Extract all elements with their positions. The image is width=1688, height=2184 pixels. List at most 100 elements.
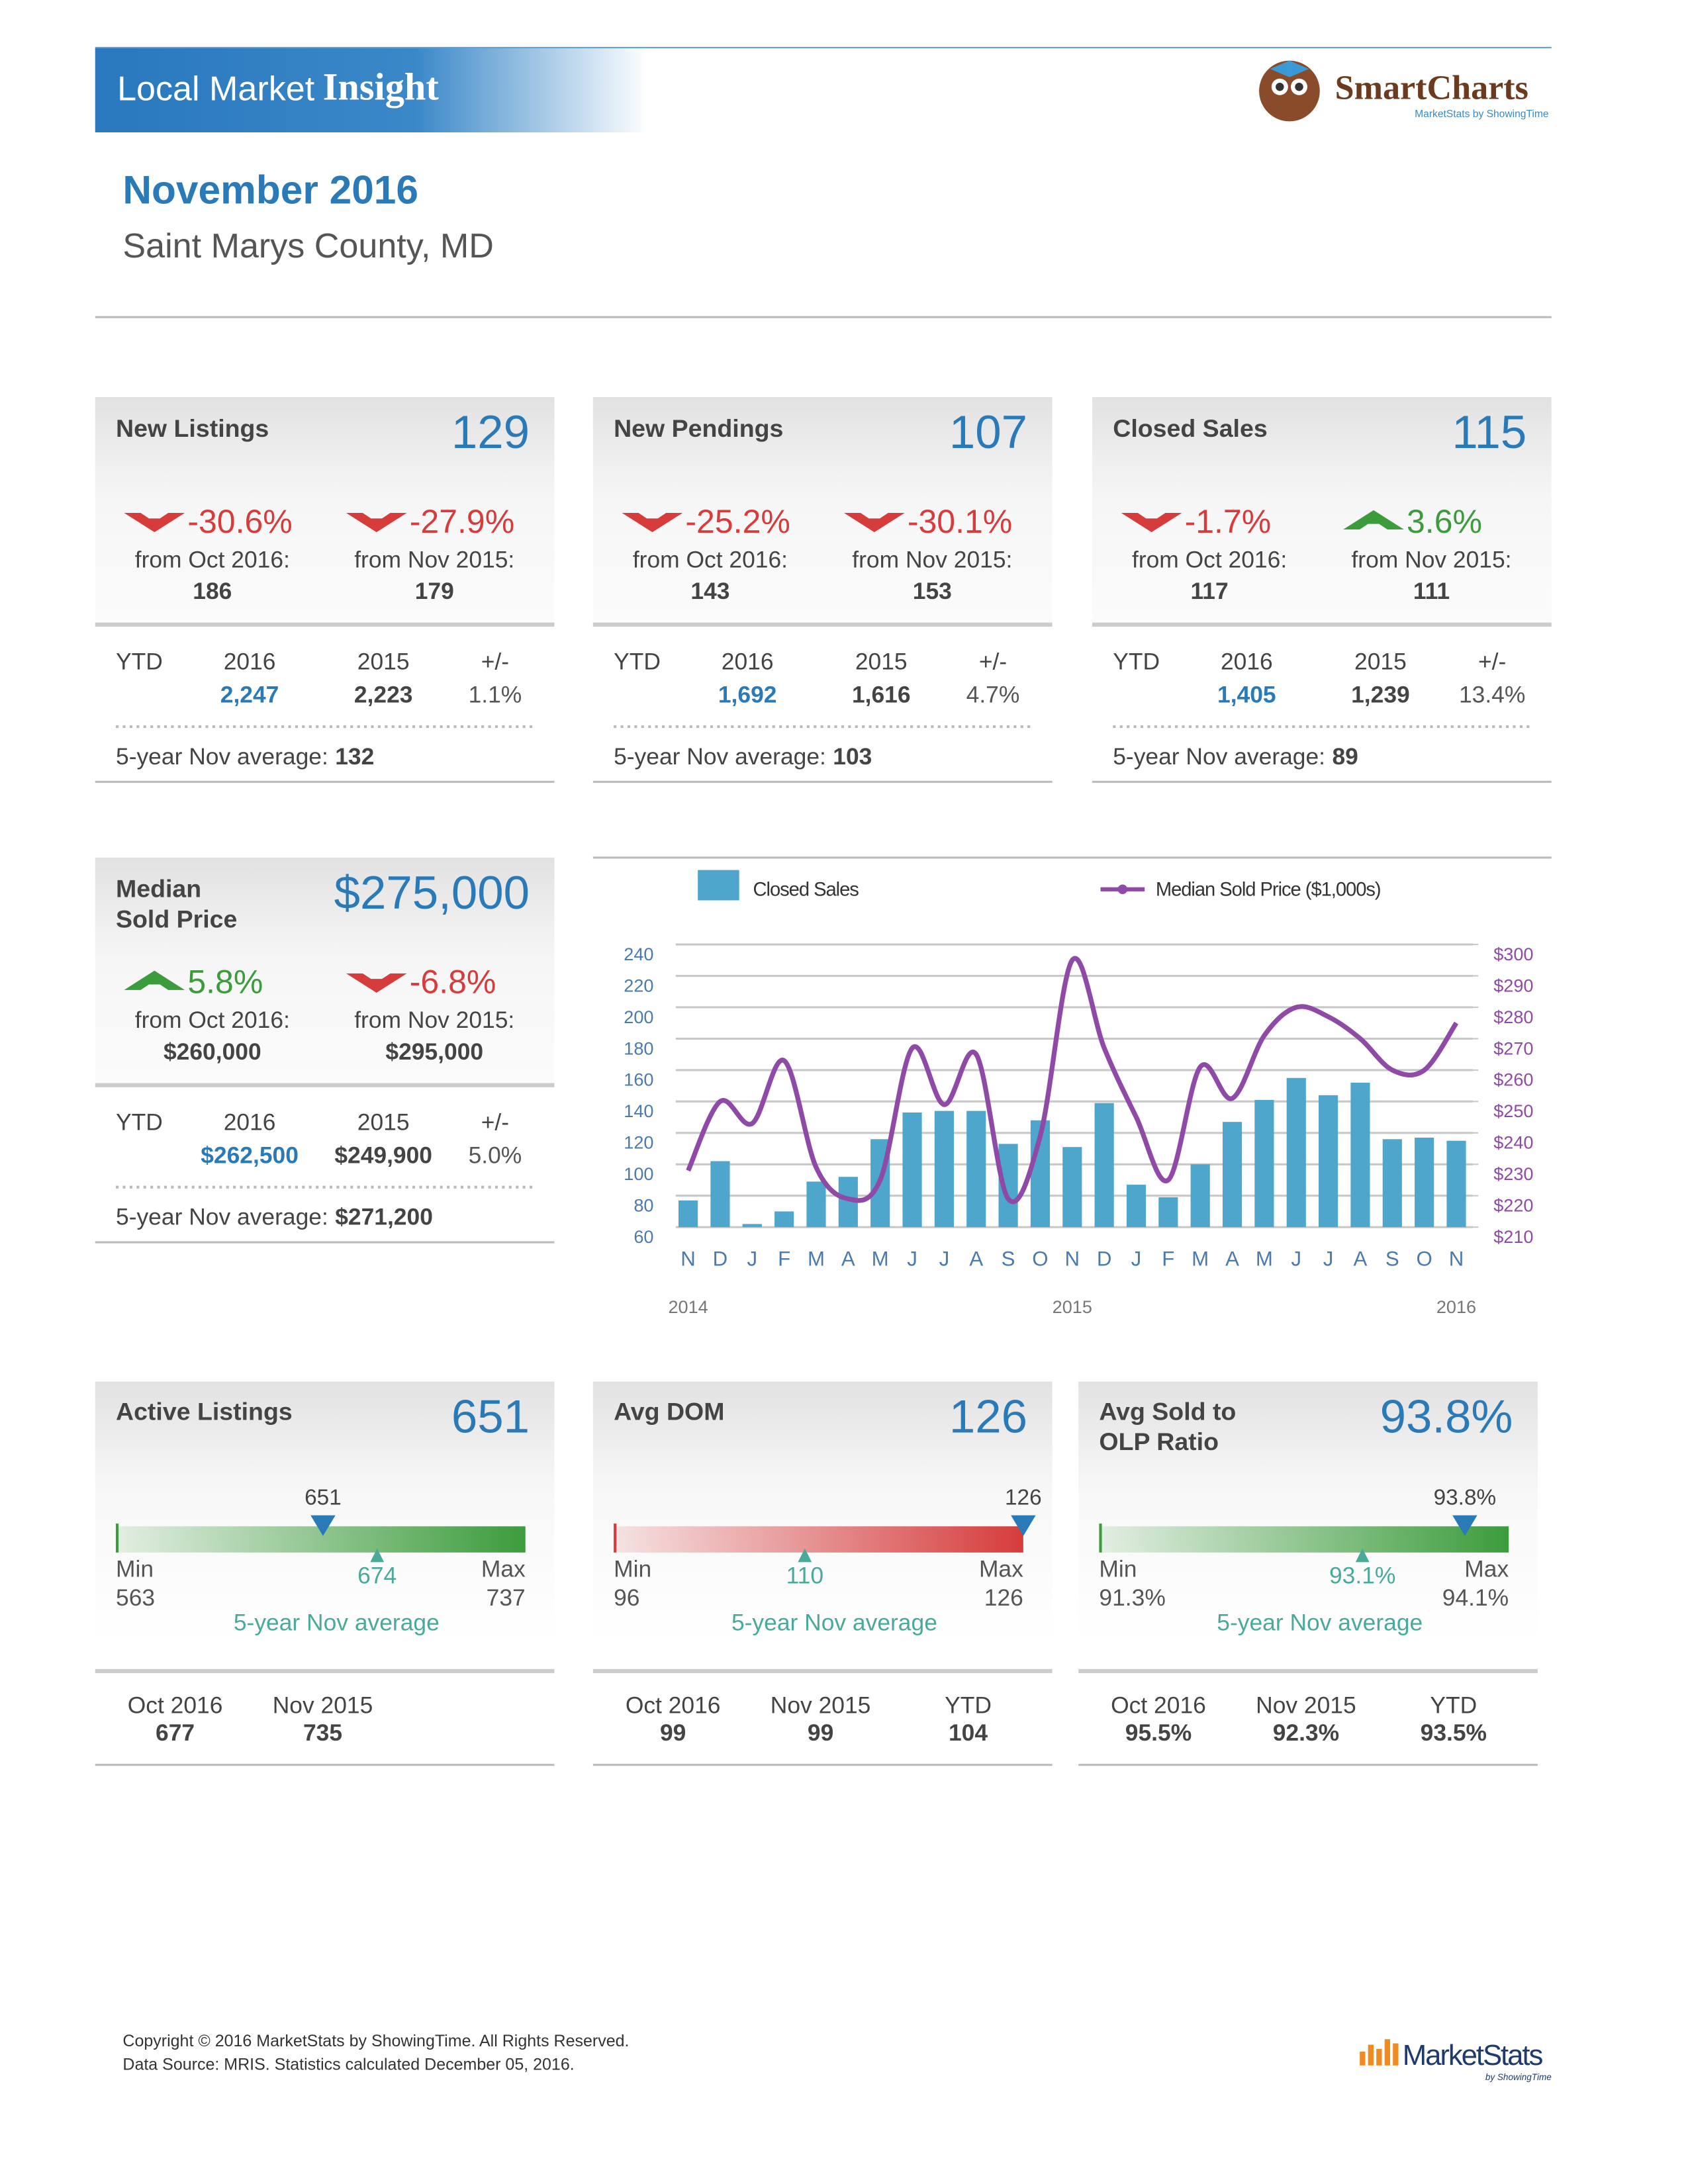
change-value: -1.7% bbox=[1185, 503, 1272, 540]
bar bbox=[1446, 1140, 1466, 1228]
card-header-bg bbox=[592, 397, 1053, 623]
card-title: OLP Ratio bbox=[1099, 1428, 1219, 1455]
comparison-value: 93.5% bbox=[1421, 1719, 1487, 1746]
average-caption: 5-year Nov average bbox=[234, 1610, 440, 1636]
min-value: 563 bbox=[116, 1584, 155, 1611]
logo-icon bbox=[1259, 60, 1320, 122]
x-tick-label: D bbox=[1097, 1247, 1112, 1270]
x-tick-label: J bbox=[747, 1247, 757, 1270]
x-tick-label: M bbox=[1256, 1247, 1273, 1270]
min-value: 96 bbox=[614, 1584, 639, 1611]
x-tick-label: M bbox=[1192, 1247, 1209, 1270]
current-marker bbox=[1011, 1515, 1036, 1536]
average-value: 89 bbox=[1332, 743, 1358, 770]
card-header-bg bbox=[1078, 1381, 1538, 1644]
ytd-value: 13.4% bbox=[1459, 681, 1525, 707]
card-header-bg bbox=[95, 857, 555, 1084]
max-label: Max bbox=[481, 1555, 526, 1582]
brand-bold: Insight bbox=[323, 66, 440, 109]
x-tick-label: F bbox=[778, 1247, 790, 1270]
change-value: 5.8% bbox=[187, 964, 263, 1001]
legend-label: Median Sold Price ($1,000s) bbox=[1156, 880, 1381, 901]
comparison-label: YTD bbox=[945, 1692, 992, 1719]
ytd-label: YTD bbox=[116, 648, 163, 674]
current-label: 651 bbox=[305, 1485, 342, 1510]
change-label: from Nov 2015: bbox=[1351, 546, 1511, 572]
bar bbox=[1319, 1095, 1338, 1228]
card-title: Median bbox=[116, 875, 201, 903]
card-header-bg bbox=[1092, 397, 1552, 623]
average-value: 674 bbox=[357, 1563, 397, 1589]
bar bbox=[1350, 1082, 1370, 1228]
x-tick-label: J bbox=[1323, 1247, 1334, 1270]
comparison-label: Oct 2016 bbox=[1111, 1692, 1206, 1719]
change-prior: 111 bbox=[1413, 578, 1450, 604]
bar bbox=[1254, 1099, 1274, 1228]
bar bbox=[1222, 1122, 1243, 1228]
average-marker bbox=[798, 1548, 812, 1563]
min-label: Min bbox=[1099, 1555, 1137, 1582]
card-title: New Pendings bbox=[614, 414, 783, 442]
year-label: 2016 bbox=[1436, 1297, 1476, 1317]
change-label: from Oct 2016: bbox=[135, 1007, 290, 1033]
trend-arrow bbox=[124, 970, 185, 990]
trend-arrow bbox=[622, 513, 683, 533]
y2-tick-label: $260 bbox=[1493, 1069, 1533, 1090]
bar bbox=[1126, 1185, 1147, 1228]
brand-title: Local Market Insight bbox=[117, 66, 439, 109]
x-tick-label: O bbox=[1032, 1247, 1048, 1270]
ytd-column: 2015 bbox=[855, 648, 908, 674]
average-value: 132 bbox=[335, 743, 374, 770]
x-tick-label: J bbox=[939, 1247, 950, 1270]
change-value: -30.1% bbox=[908, 503, 1012, 540]
trend-arrow bbox=[1121, 513, 1182, 533]
average-label: 5-year Nov average: bbox=[614, 743, 826, 770]
footer-line: Data Source: MRIS. Statistics calculated… bbox=[122, 2055, 574, 2073]
card-value: 126 bbox=[949, 1391, 1027, 1443]
change-prior: 186 bbox=[193, 578, 232, 604]
x-tick-label: A bbox=[969, 1247, 983, 1270]
x-tick-label: A bbox=[841, 1247, 855, 1270]
price-line bbox=[686, 956, 1459, 1205]
y-tick-label: 180 bbox=[624, 1038, 653, 1058]
ytd-column: 2016 bbox=[224, 648, 276, 674]
change-value: -27.9% bbox=[410, 503, 514, 540]
average-caption: 5-year Nov average bbox=[731, 1610, 937, 1636]
year-label: 2014 bbox=[668, 1297, 708, 1317]
x-tick-label: N bbox=[1065, 1247, 1080, 1270]
card-value: 115 bbox=[1452, 406, 1526, 459]
comparison-label: Nov 2015 bbox=[771, 1692, 871, 1719]
average: 5-year Nov average: 103 bbox=[614, 743, 872, 770]
comparison-value: 95.5% bbox=[1125, 1719, 1192, 1746]
x-tick-label: S bbox=[1002, 1247, 1015, 1270]
year-label: 2015 bbox=[1053, 1297, 1092, 1317]
y-tick-label: 160 bbox=[624, 1069, 653, 1090]
legend-swatch bbox=[698, 870, 739, 901]
bar bbox=[1382, 1139, 1402, 1228]
bar bbox=[902, 1112, 922, 1228]
x-tick-label: F bbox=[1162, 1247, 1174, 1270]
average-value: 103 bbox=[833, 743, 872, 770]
ytd-column: +/- bbox=[481, 648, 509, 674]
comparison-value: 735 bbox=[303, 1719, 342, 1746]
min-value: 91.3% bbox=[1099, 1584, 1165, 1611]
y-tick-label: 220 bbox=[624, 975, 653, 995]
bar bbox=[774, 1211, 794, 1228]
ytd-column: 2016 bbox=[1221, 648, 1273, 674]
average-label: 5-year Nov average: bbox=[1113, 743, 1325, 770]
ytd-value: 1,239 bbox=[1351, 681, 1410, 707]
comparison-value: 104 bbox=[949, 1719, 988, 1746]
comparison-label: Nov 2015 bbox=[1256, 1692, 1356, 1719]
gauge-start bbox=[116, 1524, 119, 1553]
comparison-label: Nov 2015 bbox=[273, 1692, 373, 1719]
x-tick-label: S bbox=[1385, 1247, 1399, 1270]
x-tick-label: M bbox=[872, 1247, 889, 1270]
bar bbox=[1062, 1147, 1082, 1228]
card-value: 107 bbox=[949, 406, 1027, 459]
y-tick-label: 200 bbox=[624, 1007, 653, 1027]
y2-tick-label: $250 bbox=[1493, 1101, 1533, 1121]
min-label: Min bbox=[116, 1555, 154, 1582]
card-title: Closed Sales bbox=[1113, 414, 1267, 442]
bar bbox=[966, 1111, 986, 1228]
card-title: Active Listings bbox=[116, 1397, 293, 1425]
